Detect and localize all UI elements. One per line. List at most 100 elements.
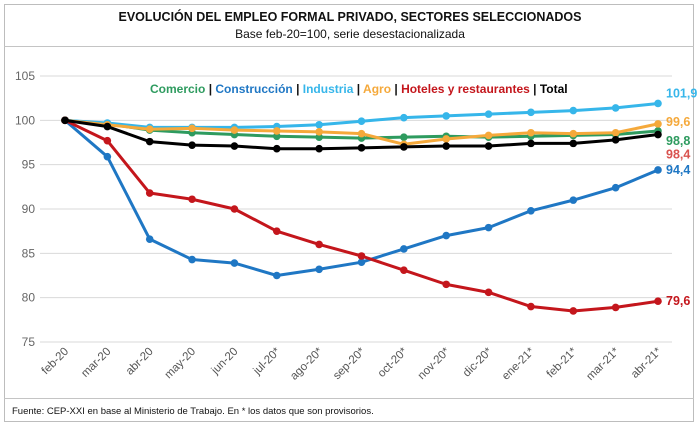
data-point-total [611,136,620,144]
data-point-total [654,130,662,139]
data-point-agro [315,128,323,136]
data-point-agro [484,131,493,140]
data-point-agro [527,128,535,137]
data-point-industria [357,117,366,126]
data-point-construccion [188,255,196,264]
legend-entry: Total [539,82,568,96]
data-point-agro [611,128,620,137]
legend-entry: Construcción [215,82,293,96]
legend-separator: | [391,82,402,96]
data-point-construccion [442,231,451,240]
x-tick-label: dic-20* [461,345,495,379]
x-tick-label: oct-20* [376,345,411,380]
legend-separator: | [292,82,303,96]
data-point-hoteles-y-restaurantes [357,252,366,260]
x-tick-label: ene-21* [500,345,537,382]
data-point-agro [442,135,451,143]
data-point-hoteles-y-restaurantes [230,205,239,213]
data-point-total [230,142,239,150]
data-point-construccion [145,235,154,243]
y-tick-label: 100 [15,113,35,127]
end-label-comercio: 98,8 [666,134,690,148]
x-tick-label: may-20 [163,346,199,382]
data-point-industria [569,106,578,115]
x-tick-label: ago-20* [288,345,325,382]
legend-entry: Industria [302,82,354,96]
data-point-total [315,144,323,153]
data-point-total [357,144,366,152]
x-tick-label: jun-20 [209,346,241,378]
data-point-industria [611,104,620,112]
x-tick-label: feb-20 [40,346,72,378]
data-point-construccion [527,206,535,215]
x-tick-label: feb-21* [545,345,580,380]
data-point-agro [145,125,154,133]
y-tick-label: 95 [22,158,36,172]
data-point-hoteles-y-restaurantes [188,195,196,204]
data-point-agro [272,127,281,135]
data-point-industria [400,113,408,122]
data-point-hoteles-y-restaurantes [569,307,578,315]
end-label-total: 98,4 [666,148,690,162]
data-point-total [103,122,112,131]
data-point-hoteles-y-restaurantes [527,302,535,311]
data-point-hoteles-y-restaurantes [484,288,493,297]
legend-entry: Agro [363,82,392,96]
x-tick-label: nov-20* [416,345,453,382]
data-point-total [272,144,281,153]
data-point-hoteles-y-restaurantes [145,189,154,197]
legend-separator: | [353,82,364,96]
data-point-total [145,137,154,146]
data-point-hoteles-y-restaurantes [611,303,620,312]
data-point-construccion [357,258,366,267]
y-tick-label: 90 [22,202,36,216]
data-point-agro [357,129,366,138]
legend-entry: Comercio [150,82,206,96]
x-tick-label: sep-20* [331,345,368,382]
data-point-comercio [272,132,281,141]
header-divider [4,46,694,47]
data-point-construccion [484,223,493,232]
chart-subtitle: Base feb-20=100, serie desestacionalizad… [235,27,465,41]
data-point-total [188,141,196,149]
x-tick-label: abr-21* [629,345,665,381]
end-label-industria: 101,9 [666,86,697,100]
data-point-construccion [654,166,662,174]
end-label-agro: 99,6 [666,115,690,129]
data-point-construccion [611,183,620,192]
y-tick-label: 80 [22,291,36,305]
x-tick-label: jul-20* [251,345,284,378]
source-note: Fuente: CEP-XXI en base al Ministerio de… [12,406,374,417]
data-point-hoteles-y-restaurantes [272,227,281,235]
data-point-hoteles-y-restaurantes [103,136,112,145]
data-point-agro [230,126,239,134]
end-label-construccion: 94,4 [666,163,690,177]
footer-divider [4,398,694,399]
x-tick-label: abr-20 [124,346,156,378]
data-point-agro [188,124,196,133]
data-point-comercio [315,133,323,141]
end-label-hoteles-y-restaurantes: 79,6 [666,294,690,308]
y-tick-label: 105 [15,69,35,83]
data-point-construccion [103,152,112,161]
data-point-industria [654,99,662,108]
x-tick-label: mar-21* [584,345,622,383]
data-point-industria [527,108,535,117]
data-point-construccion [315,265,323,274]
data-point-hoteles-y-restaurantes [442,280,451,289]
data-point-total [400,143,408,151]
y-tick-label: 85 [22,246,36,260]
data-point-hoteles-y-restaurantes [315,240,323,249]
chart-legend: Comercio | Construcción | Industria | Ag… [150,82,568,96]
data-point-total [484,142,493,150]
x-tick-label: mar-20 [79,346,113,380]
data-point-construccion [230,259,239,267]
chart-title: EVOLUCIÓN DEL EMPLEO FORMAL PRIVADO, SEC… [118,10,582,24]
data-point-construccion [569,196,578,204]
data-point-hoteles-y-restaurantes [654,297,662,306]
data-point-total [442,142,451,150]
data-point-industria [442,112,451,120]
y-tick-label: 75 [22,335,36,349]
legend-separator: | [529,82,540,96]
